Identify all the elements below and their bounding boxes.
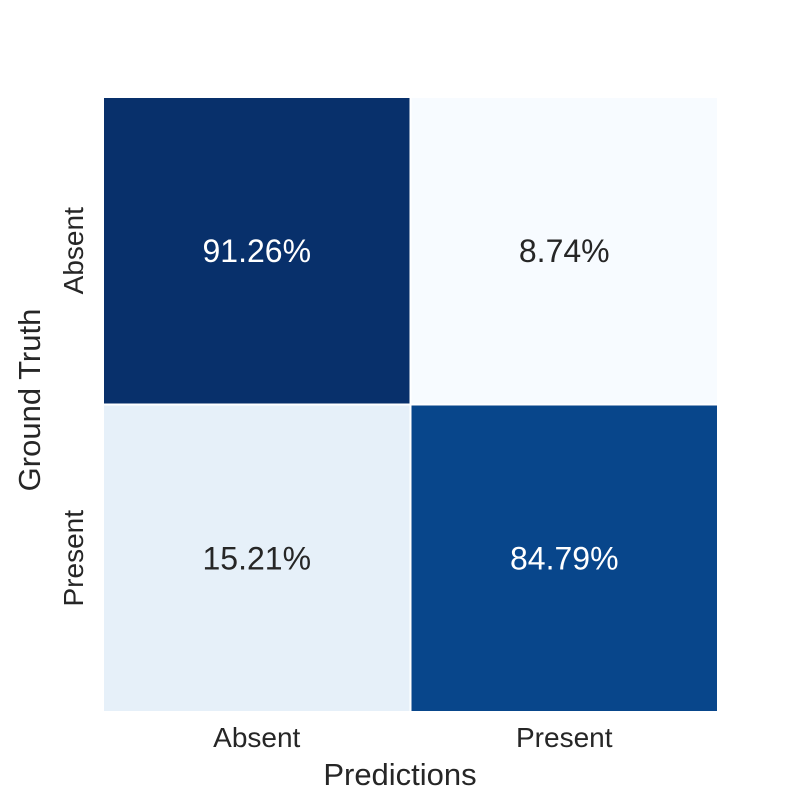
heatmap-cell-present-present <box>409 403 719 713</box>
x-tick-label: Absent <box>213 722 300 753</box>
x-tick-labels: Absent Present <box>213 722 613 753</box>
cell-value-label: 15.21% <box>202 540 311 576</box>
cell-value-label: 91.26% <box>202 233 311 269</box>
heatmap-cell-absent-absent <box>102 96 412 406</box>
cell-value-label: 8.74% <box>519 233 610 269</box>
y-tick-label: Present <box>58 510 89 607</box>
cell-value-label: 84.79% <box>510 540 619 576</box>
x-tick-label: Present <box>516 722 613 753</box>
heatmap-cells: 91.26% 8.74% 15.21% 84.79% <box>102 96 719 713</box>
y-tick-label: Absent <box>58 207 89 294</box>
heatmap-cell-present-absent <box>102 403 412 713</box>
x-axis-label: Predictions <box>323 757 476 792</box>
heatmap-cell-absent-present <box>409 96 719 406</box>
y-axis-label: Ground Truth <box>12 309 47 492</box>
y-tick-labels: Absent Present <box>58 207 89 607</box>
